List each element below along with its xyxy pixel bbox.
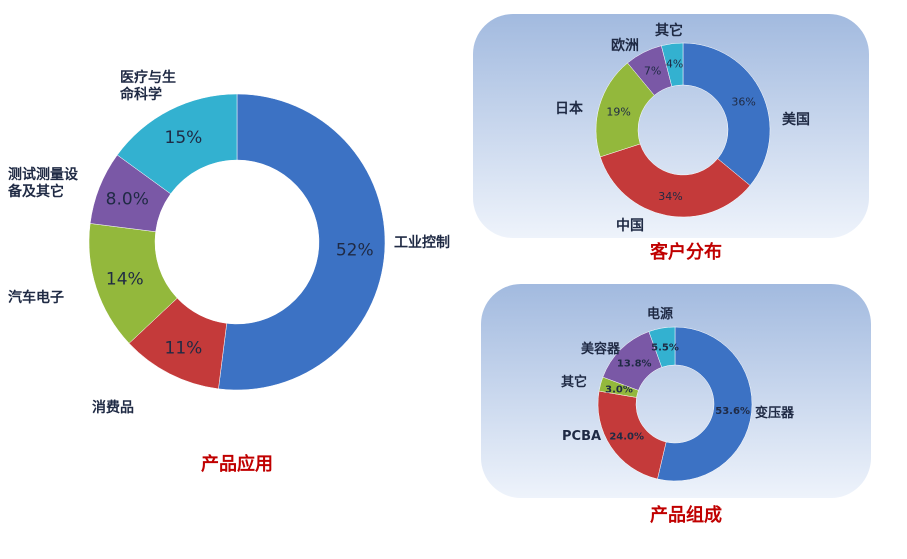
value-label-consumer-goods: 11%: [165, 338, 203, 358]
value-label-japan: 19%: [606, 105, 630, 118]
slice-power-supply: [648, 326, 676, 368]
category-label-other: 其它: [561, 374, 587, 390]
category-label-test-measurement-other: 测试测量设备及其它: [7, 166, 79, 200]
category-label-other: 其它: [655, 22, 683, 39]
chart-title-product-composition: 产品组成: [650, 504, 722, 526]
category-label-medical-life-science: 医疗与生命科学: [119, 69, 176, 103]
value-label-test-measurement-other: 8.0%: [106, 190, 149, 210]
slice-medical-life-science: [116, 93, 238, 195]
category-label-pcba: PCBA: [562, 429, 601, 444]
value-label-beauty-device: 13.8%: [617, 358, 652, 369]
product-composition-panel: [481, 284, 871, 498]
value-label-transformer: 53.6%: [715, 406, 750, 417]
chart-title-customer-distribution: 客户分布: [650, 241, 722, 263]
value-label-automotive-electronics: 14%: [106, 270, 144, 290]
category-label-transformer: 变压器: [755, 405, 795, 421]
value-label-europe: 7%: [644, 64, 661, 77]
value-label-power-supply: 5.5%: [651, 342, 679, 353]
value-label-industrial-control: 52%: [336, 241, 374, 261]
category-label-consumer-goods: 消费品: [92, 399, 134, 416]
slice-other: [661, 42, 684, 87]
slice-industrial-control: [218, 93, 386, 391]
slice-china: [599, 143, 751, 218]
product-application-donut: 52% 工业控制 11% 消费品 14% 汽车电子 8.0% 测试测量设备及其它 15% 医疗与生…: [7, 69, 450, 416]
product-composition-donut: 53.6% 变压器 24.0% PCBA 3.0% 其它 13.8%美容器 5.5% 电源: [561, 306, 795, 482]
category-label-power-supply: 电源: [647, 306, 673, 322]
customer-distribution-donut: 36% 美国 34% 中国 19% 日本 7% 欧洲 4% 其它: [555, 22, 810, 234]
value-label-pcba: 24.0%: [609, 432, 644, 443]
slice-usa: [682, 42, 771, 186]
category-label-china: 中国: [616, 217, 644, 234]
category-label-beauty-device: 美容器: [581, 341, 621, 357]
category-label-automotive-electronics: 汽车电子: [8, 289, 64, 306]
category-label-europe: 欧洲: [611, 37, 639, 54]
category-label-japan: 日本: [555, 100, 584, 117]
chart-title-product-application: 产品应用: [201, 453, 273, 475]
customer-distribution-panel: [473, 14, 869, 238]
value-label-other: 3.0%: [605, 385, 633, 396]
value-label-medical-life-science: 15%: [165, 128, 203, 148]
category-label-industrial-control: 工业控制: [394, 234, 450, 251]
slice-transformer: [657, 326, 753, 482]
value-label-other: 4%: [666, 57, 683, 70]
value-label-china: 34%: [658, 190, 682, 203]
value-label-usa: 36%: [731, 95, 755, 108]
category-label-usa: 美国: [782, 111, 810, 128]
